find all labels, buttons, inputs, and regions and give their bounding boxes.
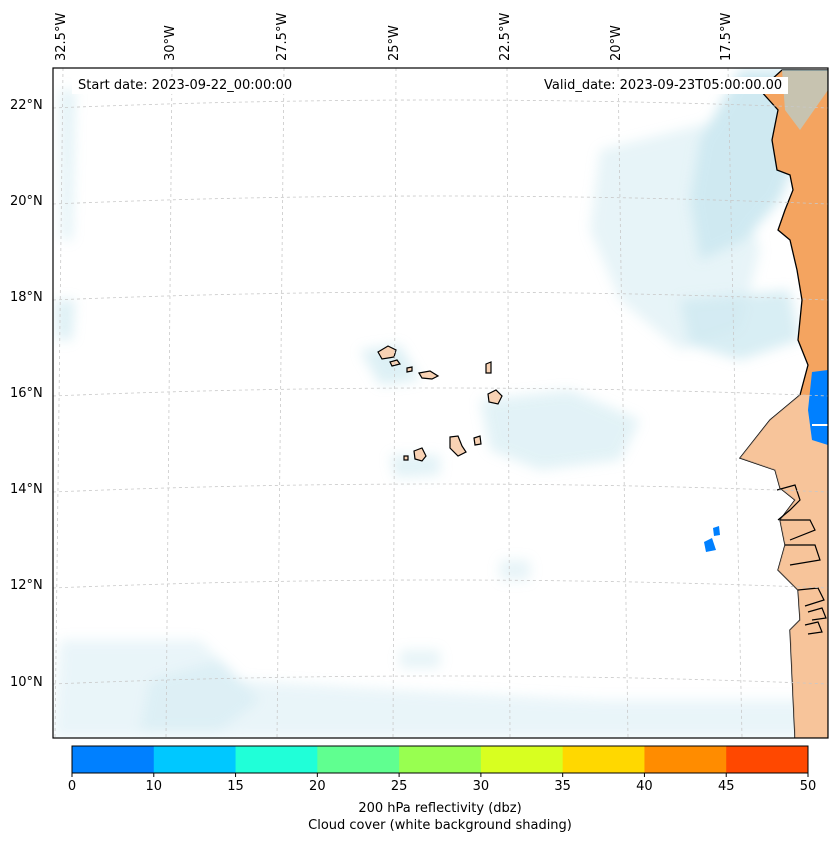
colorbar-tick-label: 20 [309, 779, 326, 794]
lon-label-30w: 30°W [163, 25, 178, 61]
map-frame [52, 67, 829, 739]
colorbar-segment [399, 746, 482, 773]
colorbar-segment [317, 746, 400, 773]
colorbar-tick-label: 0 [67, 779, 77, 794]
colorbar-segment [72, 746, 155, 773]
colorbar-segment [726, 746, 809, 773]
lat-label-16n: 16°N [10, 386, 43, 401]
lat-label-14n: 14°N [10, 482, 43, 497]
cloud-cover-shading [53, 70, 828, 738]
map-gridlines [53, 68, 828, 738]
lon-label-22-5w: 22.5°W [498, 12, 513, 61]
colorbar-tick-label: 35 [554, 779, 571, 794]
colorbar-tick-label: 25 [390, 779, 408, 794]
colorbar-segment [562, 746, 645, 773]
colorbar [71, 745, 809, 777]
cape-verde-islands [377, 345, 503, 462]
lon-label-25w: 25°W [387, 25, 402, 61]
colorbar-tick-label: 10 [145, 779, 163, 794]
lat-label-20n: 20°N [10, 194, 43, 209]
colorbar-caption-reflectivity: 200 hPa reflectivity (dbz) [358, 801, 522, 816]
reflectivity-cell-offshore-1 [704, 538, 716, 552]
colorbar-segment [235, 746, 318, 773]
lat-label-18n: 18°N [10, 290, 43, 305]
colorbar-tick-label: 45 [717, 779, 735, 794]
colorbar-segment [644, 746, 727, 773]
reflectivity-cell-offshore-2 [713, 526, 720, 536]
lon-label-20w: 20°W [609, 25, 624, 61]
lat-label-22n: 22°N [10, 98, 43, 113]
start-date-label: Start date: 2023-09-22_00:00:00 [72, 77, 299, 94]
lat-label-10n: 10°N [10, 675, 43, 690]
reflectivity-cell-coast [808, 370, 828, 445]
lon-label-32-5w: 32.5°W [54, 12, 69, 61]
lon-label-17-5w: 17.5°W [719, 12, 734, 61]
colorbar-segment [480, 746, 564, 773]
valid-date-label: Valid_date: 2023-09-23T05:00:00.00 [538, 77, 789, 94]
colorbar-tick-label: 40 [636, 779, 653, 794]
colorbar-tick-label: 30 [472, 779, 490, 794]
coastline-detail [776, 484, 827, 635]
lon-label-27-5w: 27.5°W [275, 12, 290, 61]
lat-label-12n: 12°N [10, 578, 43, 593]
colorbar-caption-cloud: Cloud cover (white background shading) [308, 818, 572, 833]
colorbar-segment [153, 746, 237, 773]
colorbar-tick-label: 50 [799, 779, 817, 794]
colorbar-tick-label: 15 [227, 779, 244, 794]
